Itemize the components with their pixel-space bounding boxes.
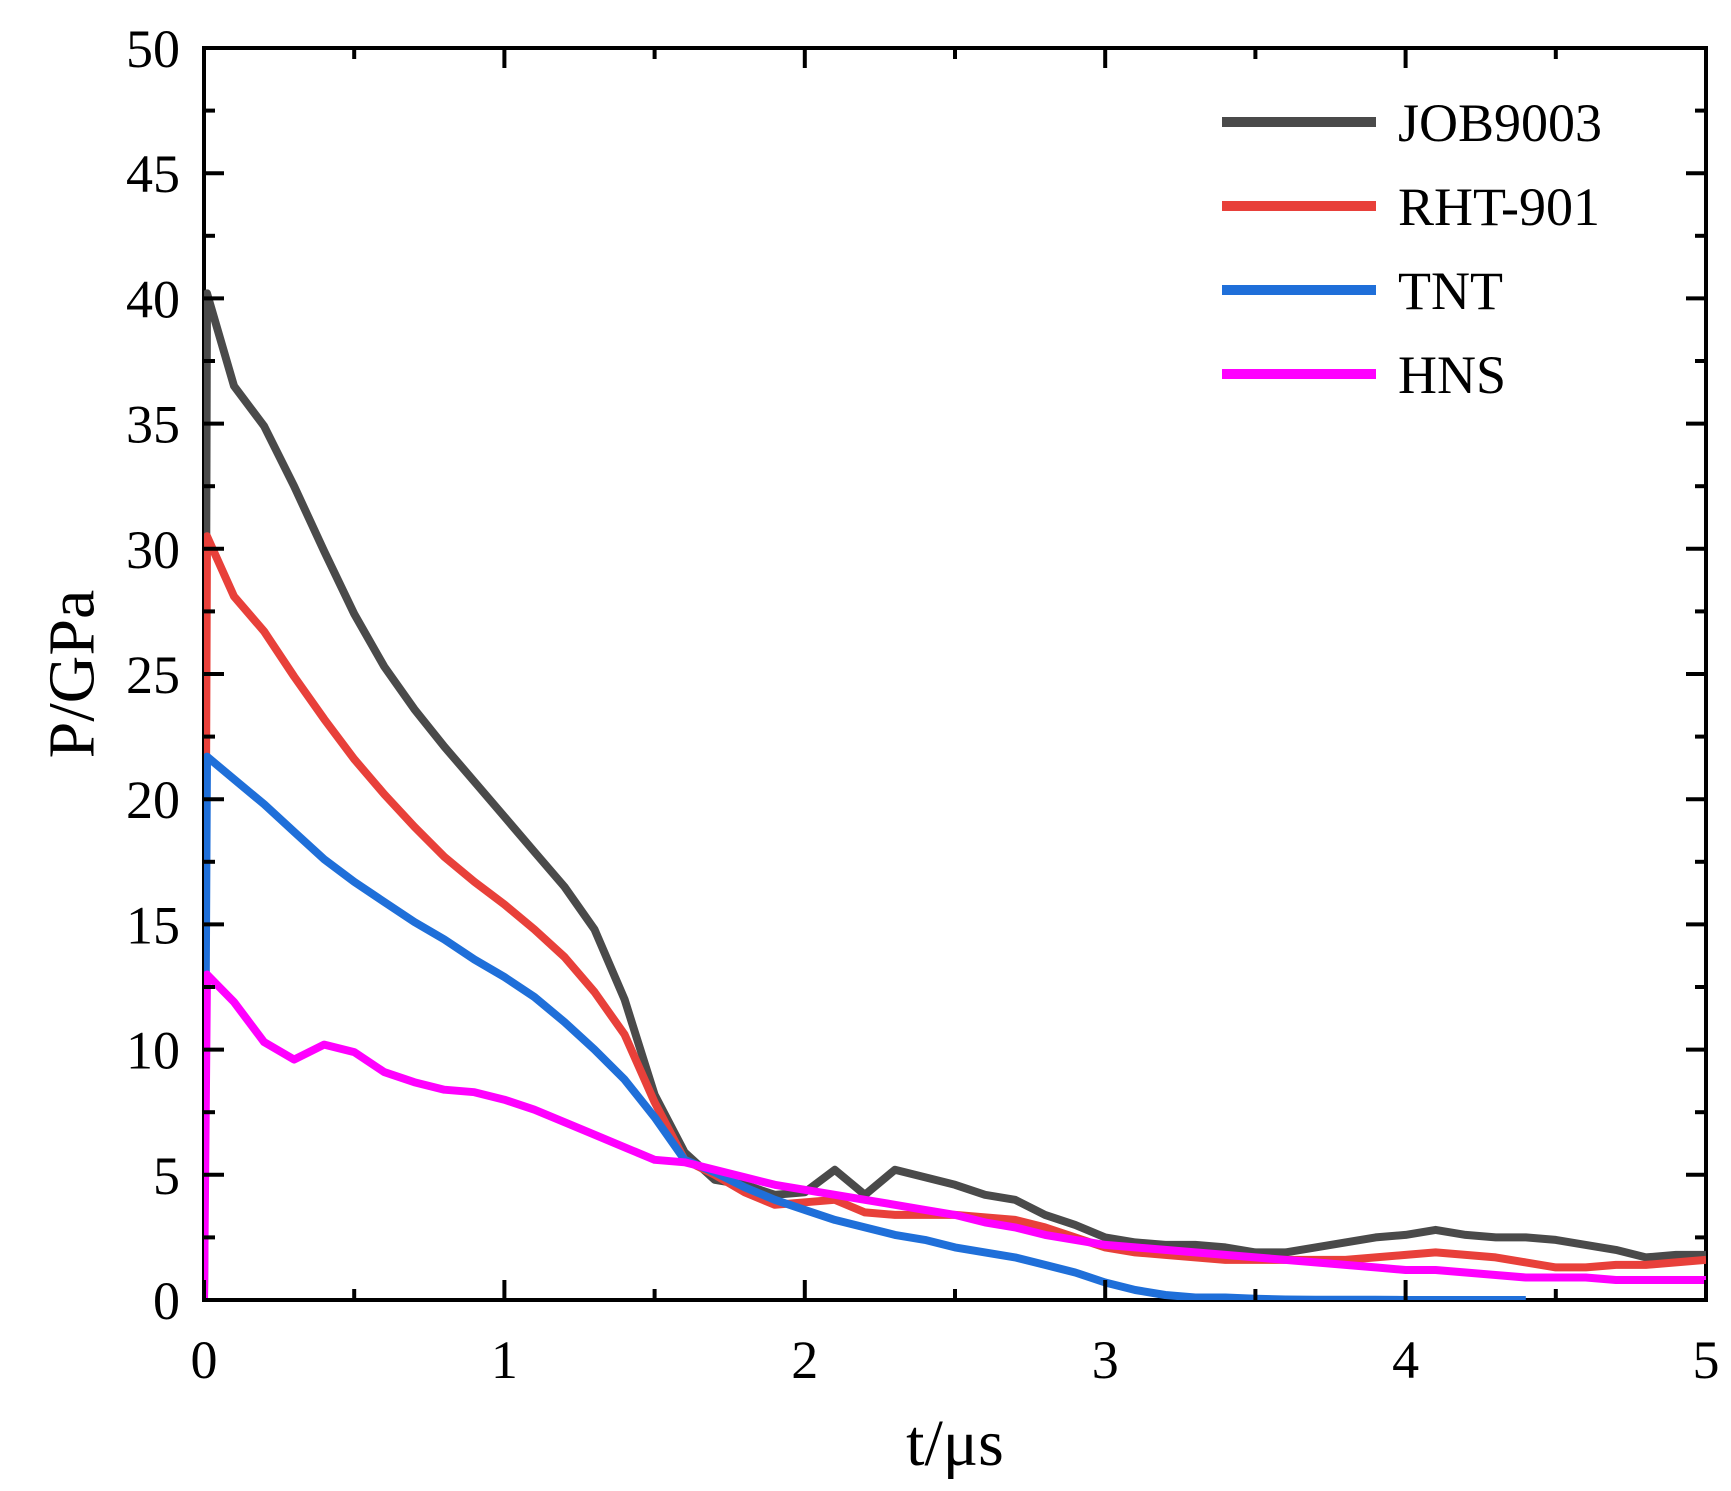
legend: JOB9003 RHT-901 TNT HNS [1222, 93, 1602, 405]
x-tick-label: 2 [791, 1330, 818, 1390]
x-axis-title: t/μs [906, 1407, 1004, 1480]
y-tick-label: 50 [126, 19, 180, 79]
series-line-job9003 [204, 289, 1706, 1300]
y-axis-title: P/GPa [36, 590, 109, 759]
legend-label: TNT [1398, 261, 1503, 321]
x-tick-label: 0 [191, 1330, 218, 1390]
legend-label: RHT-901 [1398, 177, 1600, 237]
legend-label: HNS [1398, 345, 1506, 405]
series-layer [204, 289, 1706, 1300]
y-tick-label: 45 [126, 144, 180, 204]
y-tick-label: 25 [126, 645, 180, 705]
y-tick-label: 5 [153, 1146, 180, 1206]
x-tick-label: 5 [1693, 1330, 1720, 1390]
y-tick-label: 10 [126, 1021, 180, 1081]
y-tick-label: 20 [126, 770, 180, 830]
x-tick-label: 1 [491, 1330, 518, 1390]
y-tick-label: 30 [126, 520, 180, 580]
series-line-tnt [204, 752, 1526, 1300]
legend-label: JOB9003 [1398, 93, 1602, 153]
y-tick-label: 0 [153, 1271, 180, 1331]
series-line-hns [204, 970, 1706, 1300]
y-tick-label: 40 [126, 269, 180, 329]
y-tick-label: 35 [126, 395, 180, 455]
x-tick-label: 3 [1092, 1330, 1119, 1390]
x-tick-label: 4 [1392, 1330, 1419, 1390]
y-tick-label: 15 [126, 895, 180, 955]
